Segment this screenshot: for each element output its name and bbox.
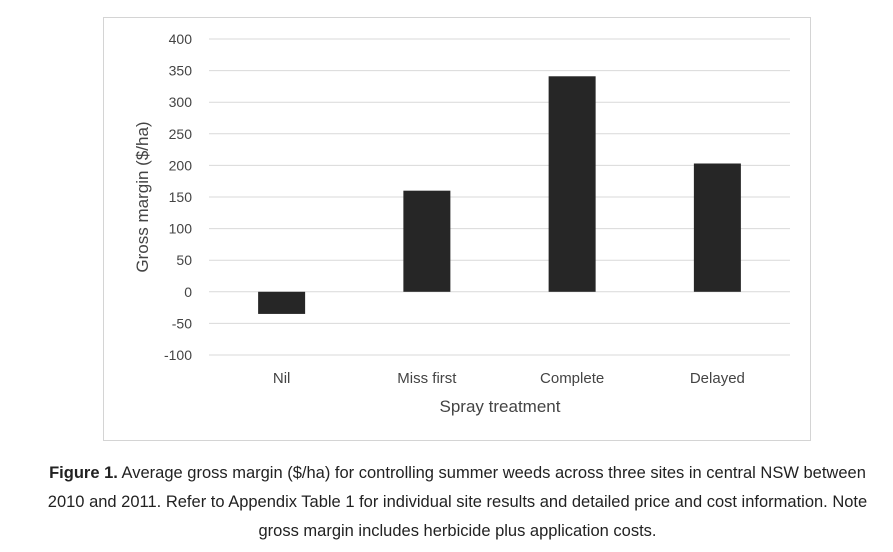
caption-label: Figure 1. xyxy=(49,464,118,482)
bar-miss-first xyxy=(403,190,451,292)
figure-caption: Figure 1. Average gross margin ($/ha) fo… xyxy=(30,459,885,546)
y-tick-label: 400 xyxy=(169,31,193,47)
y-tick-label: 300 xyxy=(169,94,193,110)
y-tick-label: 50 xyxy=(176,252,192,268)
y-axis-title: Gross margin ($/ha) xyxy=(133,121,152,272)
bar-nil xyxy=(258,291,306,314)
category-labels: Nil Miss first Complete Delayed xyxy=(273,370,745,387)
x-axis-title: Spray treatment xyxy=(440,397,561,416)
y-tick-label: 200 xyxy=(169,157,193,173)
y-tick-label: 0 xyxy=(184,284,192,300)
chart-frame xyxy=(103,17,811,441)
y-tick-label: 350 xyxy=(169,63,193,79)
y-tick-labels: 400 350 300 250 200 150 100 50 0 -50 -100 xyxy=(164,31,192,363)
category-label: Complete xyxy=(540,370,604,387)
y-tick-label: 150 xyxy=(169,189,193,205)
y-tick-label: -50 xyxy=(172,315,192,331)
y-tick-label: 100 xyxy=(169,221,193,237)
category-label: Delayed xyxy=(690,370,745,387)
gridlines xyxy=(209,38,790,356)
category-label: Nil xyxy=(273,370,291,387)
bar-complete xyxy=(548,76,596,292)
bar-chart: 400 350 300 250 200 150 100 50 0 -50 -100 Nil Miss … xyxy=(133,31,790,416)
bar-delayed xyxy=(693,163,741,292)
category-label: Miss first xyxy=(397,370,457,387)
y-tick-label: 250 xyxy=(169,126,193,142)
bars xyxy=(258,76,741,314)
caption-text: Average gross margin ($/ha) for controll… xyxy=(47,464,868,540)
y-tick-label: -100 xyxy=(164,347,192,363)
